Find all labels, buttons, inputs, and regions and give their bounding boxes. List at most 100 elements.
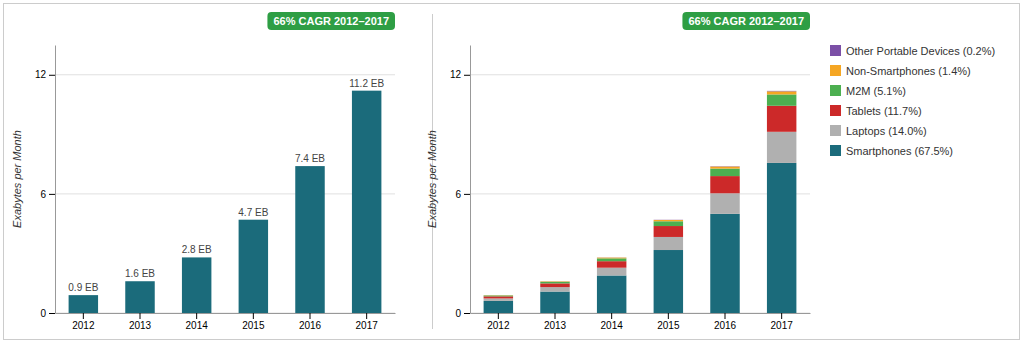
legend-label: Smartphones (67.5%) bbox=[846, 145, 953, 157]
bar-series bbox=[484, 163, 797, 313]
data-label: 0.9 EB bbox=[68, 282, 98, 293]
x-tick: 2014 bbox=[601, 313, 624, 331]
tick-mark bbox=[464, 194, 470, 195]
bars bbox=[484, 91, 797, 313]
data-labels: 0.9 EB1.6 EB2.8 EB4.7 EB7.4 EB11.2 EB bbox=[68, 78, 384, 293]
bar-segment bbox=[767, 106, 796, 132]
legend-item: Smartphones (67.5%) bbox=[830, 145, 953, 157]
bar-series bbox=[484, 132, 797, 301]
panel: 0.9 EB1.6 EB2.8 EB4.7 EB7.4 EB11.2 EB 201… bbox=[11, 12, 396, 331]
y-tick-label: 12 bbox=[35, 69, 47, 80]
y-tick: 6 bbox=[40, 189, 55, 200]
bar-segment bbox=[540, 282, 569, 284]
x-tick: 2016 bbox=[299, 313, 322, 331]
legend-swatch bbox=[830, 65, 841, 76]
x-tick-label: 2014 bbox=[601, 320, 624, 331]
x-tick-label: 2012 bbox=[487, 320, 510, 331]
annotation-badge: 66% CAGR 2012–2017 bbox=[682, 12, 810, 30]
x-tick-label: 2016 bbox=[714, 320, 737, 331]
bar-segment bbox=[710, 169, 739, 176]
legend-item: Laptops (14.0%) bbox=[830, 125, 927, 137]
x-tick: 2012 bbox=[72, 313, 95, 331]
tick-mark bbox=[668, 313, 669, 319]
tick-mark bbox=[140, 313, 141, 319]
legend: Other Portable Devices (0.2%)Non-Smartph… bbox=[830, 45, 995, 157]
x-tick: 2013 bbox=[544, 313, 567, 331]
bar bbox=[239, 220, 268, 313]
x-tick-label: 2015 bbox=[657, 320, 680, 331]
bar-segment bbox=[654, 219, 683, 220]
bar-segment bbox=[767, 91, 796, 94]
bar-series bbox=[484, 91, 797, 295]
x-tick-label: 2015 bbox=[242, 320, 265, 331]
y-tick-label: 6 bbox=[40, 189, 46, 200]
bar bbox=[295, 166, 324, 313]
bar-segment bbox=[767, 132, 796, 163]
y-tick: 12 bbox=[450, 69, 470, 80]
legend-swatch bbox=[830, 45, 841, 56]
tick-mark bbox=[253, 313, 254, 319]
tick-mark bbox=[725, 313, 726, 319]
bar-segment bbox=[597, 261, 626, 268]
x-tick: 2016 bbox=[714, 313, 737, 331]
axis-line bbox=[471, 313, 811, 314]
legend-label: Laptops (14.0%) bbox=[846, 125, 927, 137]
y-tick-label: 0 bbox=[455, 308, 461, 319]
legend-item: Other Portable Devices (0.2%) bbox=[830, 45, 995, 57]
y-axis-title: Exabytes per Month bbox=[11, 130, 23, 228]
annotation: 66% CAGR 2012–2017 bbox=[273, 15, 389, 27]
x-tick: 2017 bbox=[356, 313, 379, 331]
tick-mark bbox=[83, 313, 84, 319]
axis-line bbox=[470, 46, 471, 314]
x-tick: 2014 bbox=[186, 313, 209, 331]
bar-segment bbox=[484, 298, 513, 301]
x-tick-label: 2016 bbox=[299, 320, 322, 331]
bar-series bbox=[484, 94, 797, 296]
x-tick-label: 2017 bbox=[771, 320, 794, 331]
bar-segment bbox=[654, 221, 683, 226]
bar-segment bbox=[540, 281, 569, 282]
y-tick: 0 bbox=[455, 308, 470, 319]
tick-mark bbox=[611, 313, 612, 319]
x-tick-label: 2013 bbox=[544, 320, 567, 331]
y-axis-title: Exabytes per Month bbox=[426, 130, 438, 228]
grid-line bbox=[55, 74, 395, 75]
bar-segment bbox=[767, 90, 796, 91]
axis-line bbox=[55, 46, 56, 314]
legend-swatch bbox=[830, 145, 841, 156]
x-tick-label: 2017 bbox=[356, 320, 379, 331]
bar bbox=[352, 91, 381, 313]
bar-segment bbox=[597, 258, 626, 261]
x-tick: 2015 bbox=[657, 313, 680, 331]
y-tick: 12 bbox=[35, 69, 55, 80]
bar-segment bbox=[767, 163, 796, 313]
bar-segment bbox=[710, 166, 739, 167]
bar-segment bbox=[654, 226, 683, 237]
legend-label: Tablets (11.7%) bbox=[846, 105, 922, 117]
bar-segment bbox=[710, 167, 739, 169]
tick-mark bbox=[196, 313, 197, 319]
y-axis: 0612 bbox=[450, 46, 471, 319]
tick-mark bbox=[49, 194, 55, 195]
bar-segment bbox=[710, 176, 739, 193]
tick-mark bbox=[498, 313, 499, 319]
bar-segment bbox=[540, 281, 569, 282]
tick-mark bbox=[781, 313, 782, 319]
x-axis: 2012 2013 2014 2015 2016 2017 bbox=[471, 313, 811, 331]
legend-label: M2M (5.1%) bbox=[846, 85, 906, 97]
tick-mark bbox=[49, 313, 55, 314]
bar-segment bbox=[484, 295, 513, 297]
x-tick-label: 2012 bbox=[72, 320, 95, 331]
bar-segment bbox=[484, 296, 513, 298]
bar bbox=[69, 295, 98, 313]
data-label: 2.8 EB bbox=[182, 244, 212, 255]
x-tick: 2012 bbox=[487, 313, 510, 331]
x-tick: 2015 bbox=[242, 313, 265, 331]
tick-mark bbox=[49, 75, 55, 76]
bars bbox=[69, 91, 382, 313]
tick-mark bbox=[464, 75, 470, 76]
grid-line bbox=[55, 313, 395, 314]
bar-segment bbox=[597, 257, 626, 258]
tick-mark bbox=[555, 313, 556, 319]
tick-mark bbox=[366, 313, 367, 319]
